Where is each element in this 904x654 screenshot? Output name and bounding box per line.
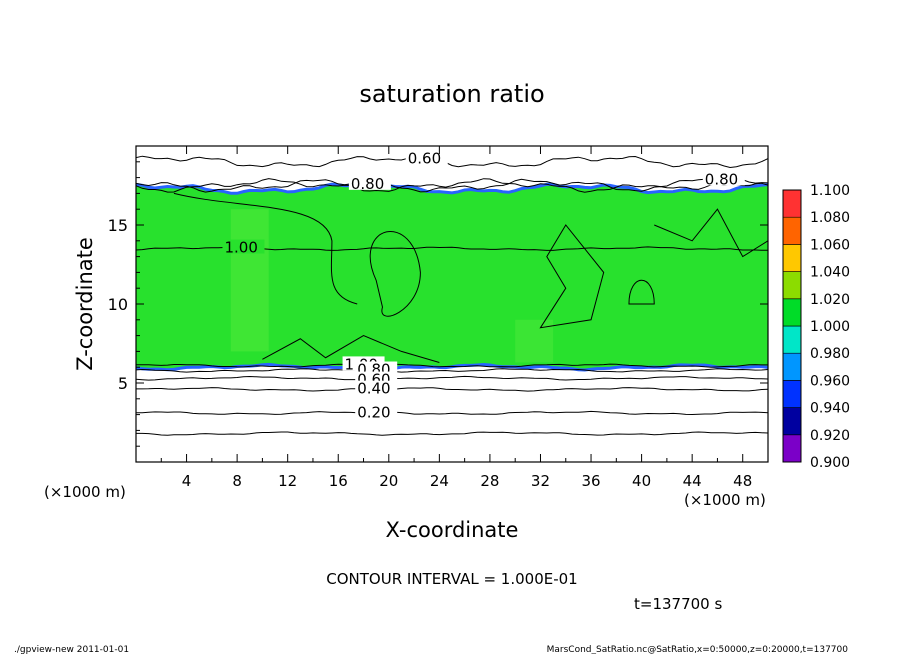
contour-line bbox=[369, 231, 421, 317]
contour-line bbox=[136, 410, 768, 416]
y-axis: 5 10 15 bbox=[108, 161, 768, 447]
y-tick-label: 10 bbox=[108, 295, 128, 314]
supersaturated-patch bbox=[230, 209, 269, 352]
chart-title: saturation ratio bbox=[359, 80, 544, 108]
contour-label: 0.80 bbox=[705, 170, 738, 188]
contour-label: 0.40 bbox=[357, 380, 390, 398]
x-tick-label: 32 bbox=[531, 472, 550, 490]
contour-line bbox=[136, 387, 768, 392]
colorbar-swatch bbox=[782, 298, 802, 327]
contour-label-bg bbox=[348, 175, 391, 190]
colorbar-label: 1.100 bbox=[810, 183, 850, 199]
x-tick-label: 4 bbox=[182, 472, 192, 490]
colorbar-swatch bbox=[782, 434, 802, 463]
x-tick-label: 8 bbox=[232, 472, 242, 490]
contour-line bbox=[136, 431, 768, 436]
time-label: t=137700 s bbox=[634, 595, 722, 613]
colorbar-swatch bbox=[782, 271, 802, 300]
x-tick-label: 28 bbox=[480, 472, 499, 490]
x-tick-label: 36 bbox=[581, 472, 600, 490]
x-tick-label: 16 bbox=[329, 472, 348, 490]
contour-label-bg bbox=[222, 239, 265, 254]
contour-line bbox=[136, 375, 768, 381]
footer-right: MarsCond_SatRatio.nc@SatRatio,x=0:50000,… bbox=[547, 645, 849, 654]
contour-label: 0.60 bbox=[408, 149, 441, 167]
x-tick-label: 44 bbox=[683, 472, 702, 490]
colorbar-label: 0.940 bbox=[810, 401, 850, 417]
contour-line bbox=[654, 208, 768, 258]
contour-label: 1.00 bbox=[224, 239, 257, 257]
footer-left: ./gpview-new 2011-01-01 bbox=[14, 645, 129, 654]
contour-line bbox=[262, 335, 440, 363]
x-tick-label: 24 bbox=[430, 472, 449, 490]
y-axis-label: Z-coordinate bbox=[73, 237, 97, 371]
colorbar-label: 0.980 bbox=[810, 346, 850, 362]
contour-interval: CONTOUR INTERVAL = 1.000E-01 bbox=[326, 570, 577, 588]
upper-edge bbox=[136, 182, 768, 195]
colorbar-label: 1.020 bbox=[810, 292, 850, 308]
y-tick-label: 5 bbox=[118, 374, 128, 393]
contour-lines bbox=[136, 155, 768, 436]
colorbar-swatch bbox=[782, 380, 802, 408]
colorbar-swatch bbox=[782, 352, 802, 381]
colorbar: 0.900 0.920 0.940 0.960 0.980 1.000 1.020 1.040… bbox=[782, 183, 850, 471]
colorbar-swatch bbox=[782, 216, 802, 245]
contour-line bbox=[628, 279, 655, 305]
colorbar-label: 0.960 bbox=[810, 373, 850, 389]
colorbar-frame bbox=[782, 189, 802, 463]
contour-line bbox=[173, 192, 358, 305]
saturated-layer bbox=[136, 184, 768, 370]
contour-line bbox=[539, 224, 605, 329]
contour-label-bg bbox=[702, 171, 745, 186]
contour-labels: 0.600.800.801.001.000.800.600.400.20 bbox=[222, 149, 745, 422]
colorbar-swatch bbox=[782, 244, 802, 272]
contour-line bbox=[136, 178, 768, 193]
colorbar-label: 0.920 bbox=[810, 428, 850, 444]
colorbar-label: 1.000 bbox=[810, 319, 850, 335]
x-tick-label: 40 bbox=[632, 472, 651, 490]
x-unit-left: (×1000 m) bbox=[44, 483, 126, 501]
colorbar-label: 0.900 bbox=[810, 455, 850, 471]
contour-line bbox=[136, 178, 768, 193]
x-tick-label: 12 bbox=[278, 472, 297, 490]
x-tick-label: 20 bbox=[379, 472, 398, 490]
contour-line bbox=[136, 155, 768, 169]
contour-label-bg bbox=[355, 380, 398, 395]
field-area bbox=[136, 182, 768, 372]
x-axis-label: X-coordinate bbox=[386, 518, 519, 542]
y-tick-label: 15 bbox=[108, 216, 128, 235]
x-unit-right: (×1000 m) bbox=[684, 491, 766, 509]
colorbar-label: 1.040 bbox=[810, 265, 850, 281]
x-tick-label: 48 bbox=[733, 472, 752, 490]
contour-label-bg bbox=[355, 404, 398, 419]
contour-label-bg bbox=[405, 150, 448, 165]
contour-line bbox=[136, 368, 768, 373]
contour-label: 0.20 bbox=[357, 404, 390, 422]
colorbar-swatch bbox=[782, 407, 802, 436]
colorbar-swatch bbox=[782, 189, 802, 218]
colorbar-label: 1.060 bbox=[810, 237, 850, 253]
contour-line bbox=[136, 363, 768, 368]
x-axis: 4 8 12 16 20 24 28 32 36 40 44 48 bbox=[160, 146, 752, 490]
colorbar-label: 1.080 bbox=[810, 210, 850, 226]
contour-label: 0.80 bbox=[351, 175, 384, 193]
colorbar-swatch bbox=[782, 325, 802, 354]
